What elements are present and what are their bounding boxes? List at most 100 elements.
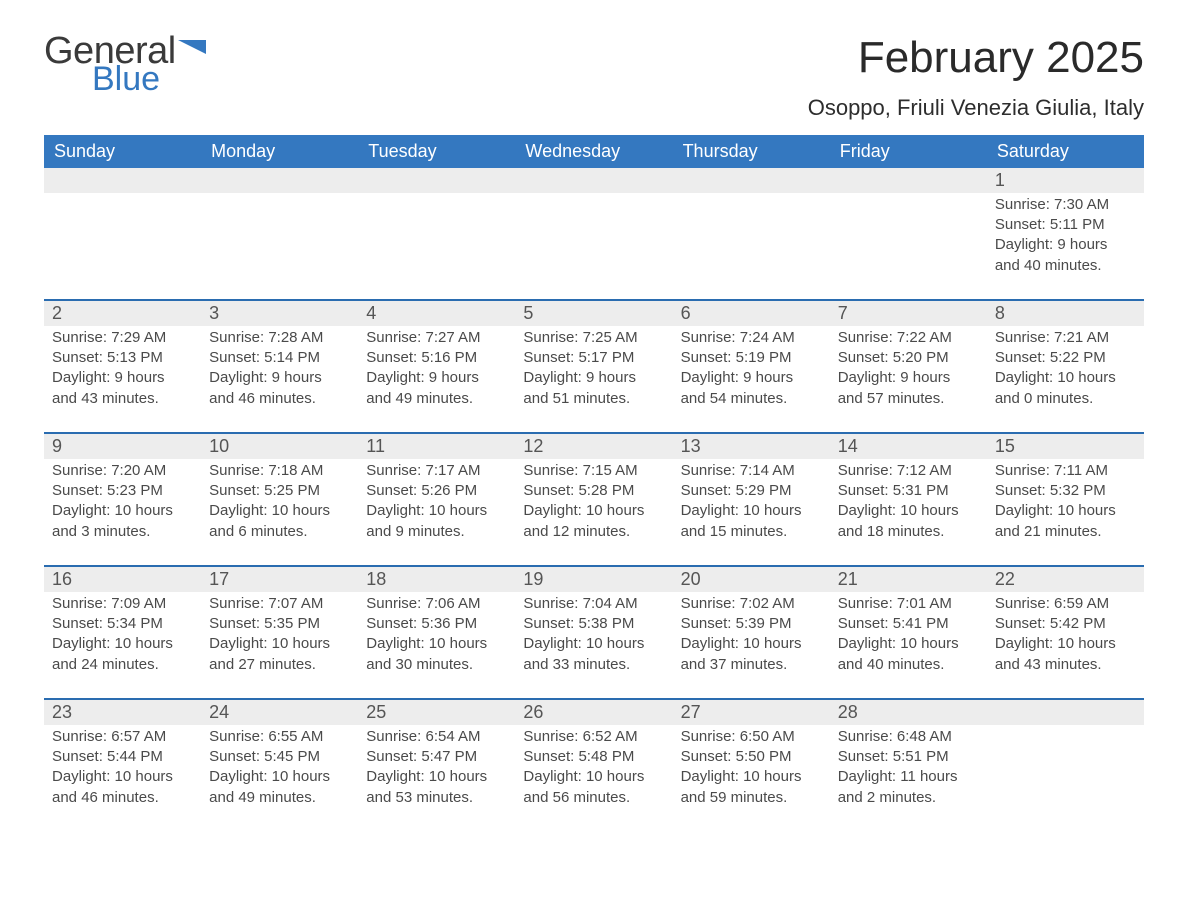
day-details-cell — [358, 193, 515, 299]
daylight-text: Daylight: 9 hours and 51 minutes. — [523, 368, 664, 409]
header: General Blue February 2025 Osoppo, Friul… — [44, 32, 1144, 121]
day-details-row: Sunrise: 7:20 AMSunset: 5:23 PMDaylight:… — [44, 459, 1144, 565]
day-number-cell — [358, 168, 515, 193]
sunrise-text: Sunrise: 7:11 AM — [995, 461, 1136, 481]
brand-logo: General Blue — [44, 32, 206, 96]
day-number-cell: 7 — [830, 301, 987, 326]
weekday-header: Monday — [201, 135, 358, 168]
sunset-text: Sunset: 5:35 PM — [209, 614, 350, 634]
day-details-cell: Sunrise: 7:01 AMSunset: 5:41 PMDaylight:… — [830, 592, 987, 698]
weekday-header: Thursday — [673, 135, 830, 168]
day-number-cell: 18 — [358, 567, 515, 592]
sunrise-text: Sunrise: 7:18 AM — [209, 461, 350, 481]
day-number-cell: 6 — [673, 301, 830, 326]
day-number-row: 2345678 — [44, 301, 1144, 326]
day-details-cell: Sunrise: 7:20 AMSunset: 5:23 PMDaylight:… — [44, 459, 201, 565]
daylight-text: Daylight: 10 hours and 37 minutes. — [681, 634, 822, 675]
day-number-cell: 11 — [358, 434, 515, 459]
sunset-text: Sunset: 5:29 PM — [681, 481, 822, 501]
daylight-text: Daylight: 10 hours and 12 minutes. — [523, 501, 664, 542]
day-details-cell: Sunrise: 7:25 AMSunset: 5:17 PMDaylight:… — [515, 326, 672, 432]
sunrise-text: Sunrise: 7:15 AM — [523, 461, 664, 481]
day-number-cell: 24 — [201, 700, 358, 725]
sunrise-text: Sunrise: 7:24 AM — [681, 328, 822, 348]
day-number-row: 1 — [44, 168, 1144, 193]
day-details-cell: Sunrise: 7:11 AMSunset: 5:32 PMDaylight:… — [987, 459, 1144, 565]
day-details-cell: Sunrise: 7:22 AMSunset: 5:20 PMDaylight:… — [830, 326, 987, 432]
day-number-row: 232425262728 — [44, 700, 1144, 725]
day-details-cell — [515, 193, 672, 299]
sunrise-text: Sunrise: 6:59 AM — [995, 594, 1136, 614]
sunset-text: Sunset: 5:47 PM — [366, 747, 507, 767]
flag-icon — [178, 36, 206, 60]
day-details-cell — [44, 193, 201, 299]
day-details-cell: Sunrise: 7:15 AMSunset: 5:28 PMDaylight:… — [515, 459, 672, 565]
sunrise-text: Sunrise: 6:52 AM — [523, 727, 664, 747]
day-details-cell: Sunrise: 6:52 AMSunset: 5:48 PMDaylight:… — [515, 725, 672, 831]
daylight-text: Daylight: 10 hours and 30 minutes. — [366, 634, 507, 675]
sunset-text: Sunset: 5:25 PM — [209, 481, 350, 501]
day-number-cell: 22 — [987, 567, 1144, 592]
day-number-cell: 4 — [358, 301, 515, 326]
sunset-text: Sunset: 5:19 PM — [681, 348, 822, 368]
sunrise-text: Sunrise: 7:21 AM — [995, 328, 1136, 348]
day-details-cell — [673, 193, 830, 299]
sunrise-text: Sunrise: 6:50 AM — [681, 727, 822, 747]
daylight-text: Daylight: 10 hours and 49 minutes. — [209, 767, 350, 808]
daylight-text: Daylight: 10 hours and 33 minutes. — [523, 634, 664, 675]
weekday-header: Friday — [830, 135, 987, 168]
day-details-cell: Sunrise: 6:48 AMSunset: 5:51 PMDaylight:… — [830, 725, 987, 831]
weekday-header: Tuesday — [358, 135, 515, 168]
day-details-cell: Sunrise: 7:21 AMSunset: 5:22 PMDaylight:… — [987, 326, 1144, 432]
daylight-text: Daylight: 10 hours and 43 minutes. — [995, 634, 1136, 675]
day-details-cell: Sunrise: 7:24 AMSunset: 5:19 PMDaylight:… — [673, 326, 830, 432]
daylight-text: Daylight: 10 hours and 15 minutes. — [681, 501, 822, 542]
daylight-text: Daylight: 10 hours and 3 minutes. — [52, 501, 193, 542]
weekday-header: Wednesday — [515, 135, 672, 168]
day-details-cell: Sunrise: 6:50 AMSunset: 5:50 PMDaylight:… — [673, 725, 830, 831]
sunset-text: Sunset: 5:14 PM — [209, 348, 350, 368]
daylight-text: Daylight: 9 hours and 46 minutes. — [209, 368, 350, 409]
day-number-cell: 9 — [44, 434, 201, 459]
day-details-cell: Sunrise: 6:54 AMSunset: 5:47 PMDaylight:… — [358, 725, 515, 831]
daylight-text: Daylight: 9 hours and 40 minutes. — [995, 235, 1136, 276]
sunset-text: Sunset: 5:39 PM — [681, 614, 822, 634]
sunset-text: Sunset: 5:22 PM — [995, 348, 1136, 368]
day-number-cell: 27 — [673, 700, 830, 725]
day-details-cell — [830, 193, 987, 299]
daylight-text: Daylight: 10 hours and 18 minutes. — [838, 501, 979, 542]
day-number-cell: 19 — [515, 567, 672, 592]
day-number-cell: 12 — [515, 434, 672, 459]
daylight-text: Daylight: 10 hours and 0 minutes. — [995, 368, 1136, 409]
day-details-cell: Sunrise: 7:27 AMSunset: 5:16 PMDaylight:… — [358, 326, 515, 432]
day-number-cell: 21 — [830, 567, 987, 592]
sunrise-text: Sunrise: 7:30 AM — [995, 195, 1136, 215]
sunrise-text: Sunrise: 7:04 AM — [523, 594, 664, 614]
day-number-cell: 25 — [358, 700, 515, 725]
sunset-text: Sunset: 5:17 PM — [523, 348, 664, 368]
daylight-text: Daylight: 10 hours and 21 minutes. — [995, 501, 1136, 542]
daylight-text: Daylight: 10 hours and 24 minutes. — [52, 634, 193, 675]
day-number-cell — [44, 168, 201, 193]
daylight-text: Daylight: 9 hours and 57 minutes. — [838, 368, 979, 409]
day-details-cell — [987, 725, 1144, 831]
day-number-cell: 20 — [673, 567, 830, 592]
day-number-cell: 23 — [44, 700, 201, 725]
sunrise-text: Sunrise: 7:27 AM — [366, 328, 507, 348]
sunrise-text: Sunrise: 7:09 AM — [52, 594, 193, 614]
brand-word-blue: Blue — [92, 62, 206, 96]
sunset-text: Sunset: 5:48 PM — [523, 747, 664, 767]
sunrise-text: Sunrise: 7:14 AM — [681, 461, 822, 481]
sunset-text: Sunset: 5:16 PM — [366, 348, 507, 368]
daylight-text: Daylight: 10 hours and 46 minutes. — [52, 767, 193, 808]
daylight-text: Daylight: 9 hours and 49 minutes. — [366, 368, 507, 409]
sunset-text: Sunset: 5:31 PM — [838, 481, 979, 501]
day-details-cell: Sunrise: 7:04 AMSunset: 5:38 PMDaylight:… — [515, 592, 672, 698]
day-number-cell: 5 — [515, 301, 672, 326]
sunset-text: Sunset: 5:28 PM — [523, 481, 664, 501]
day-number-cell — [987, 700, 1144, 725]
day-number-cell: 3 — [201, 301, 358, 326]
sunrise-text: Sunrise: 7:12 AM — [838, 461, 979, 481]
sunset-text: Sunset: 5:38 PM — [523, 614, 664, 634]
sunset-text: Sunset: 5:26 PM — [366, 481, 507, 501]
